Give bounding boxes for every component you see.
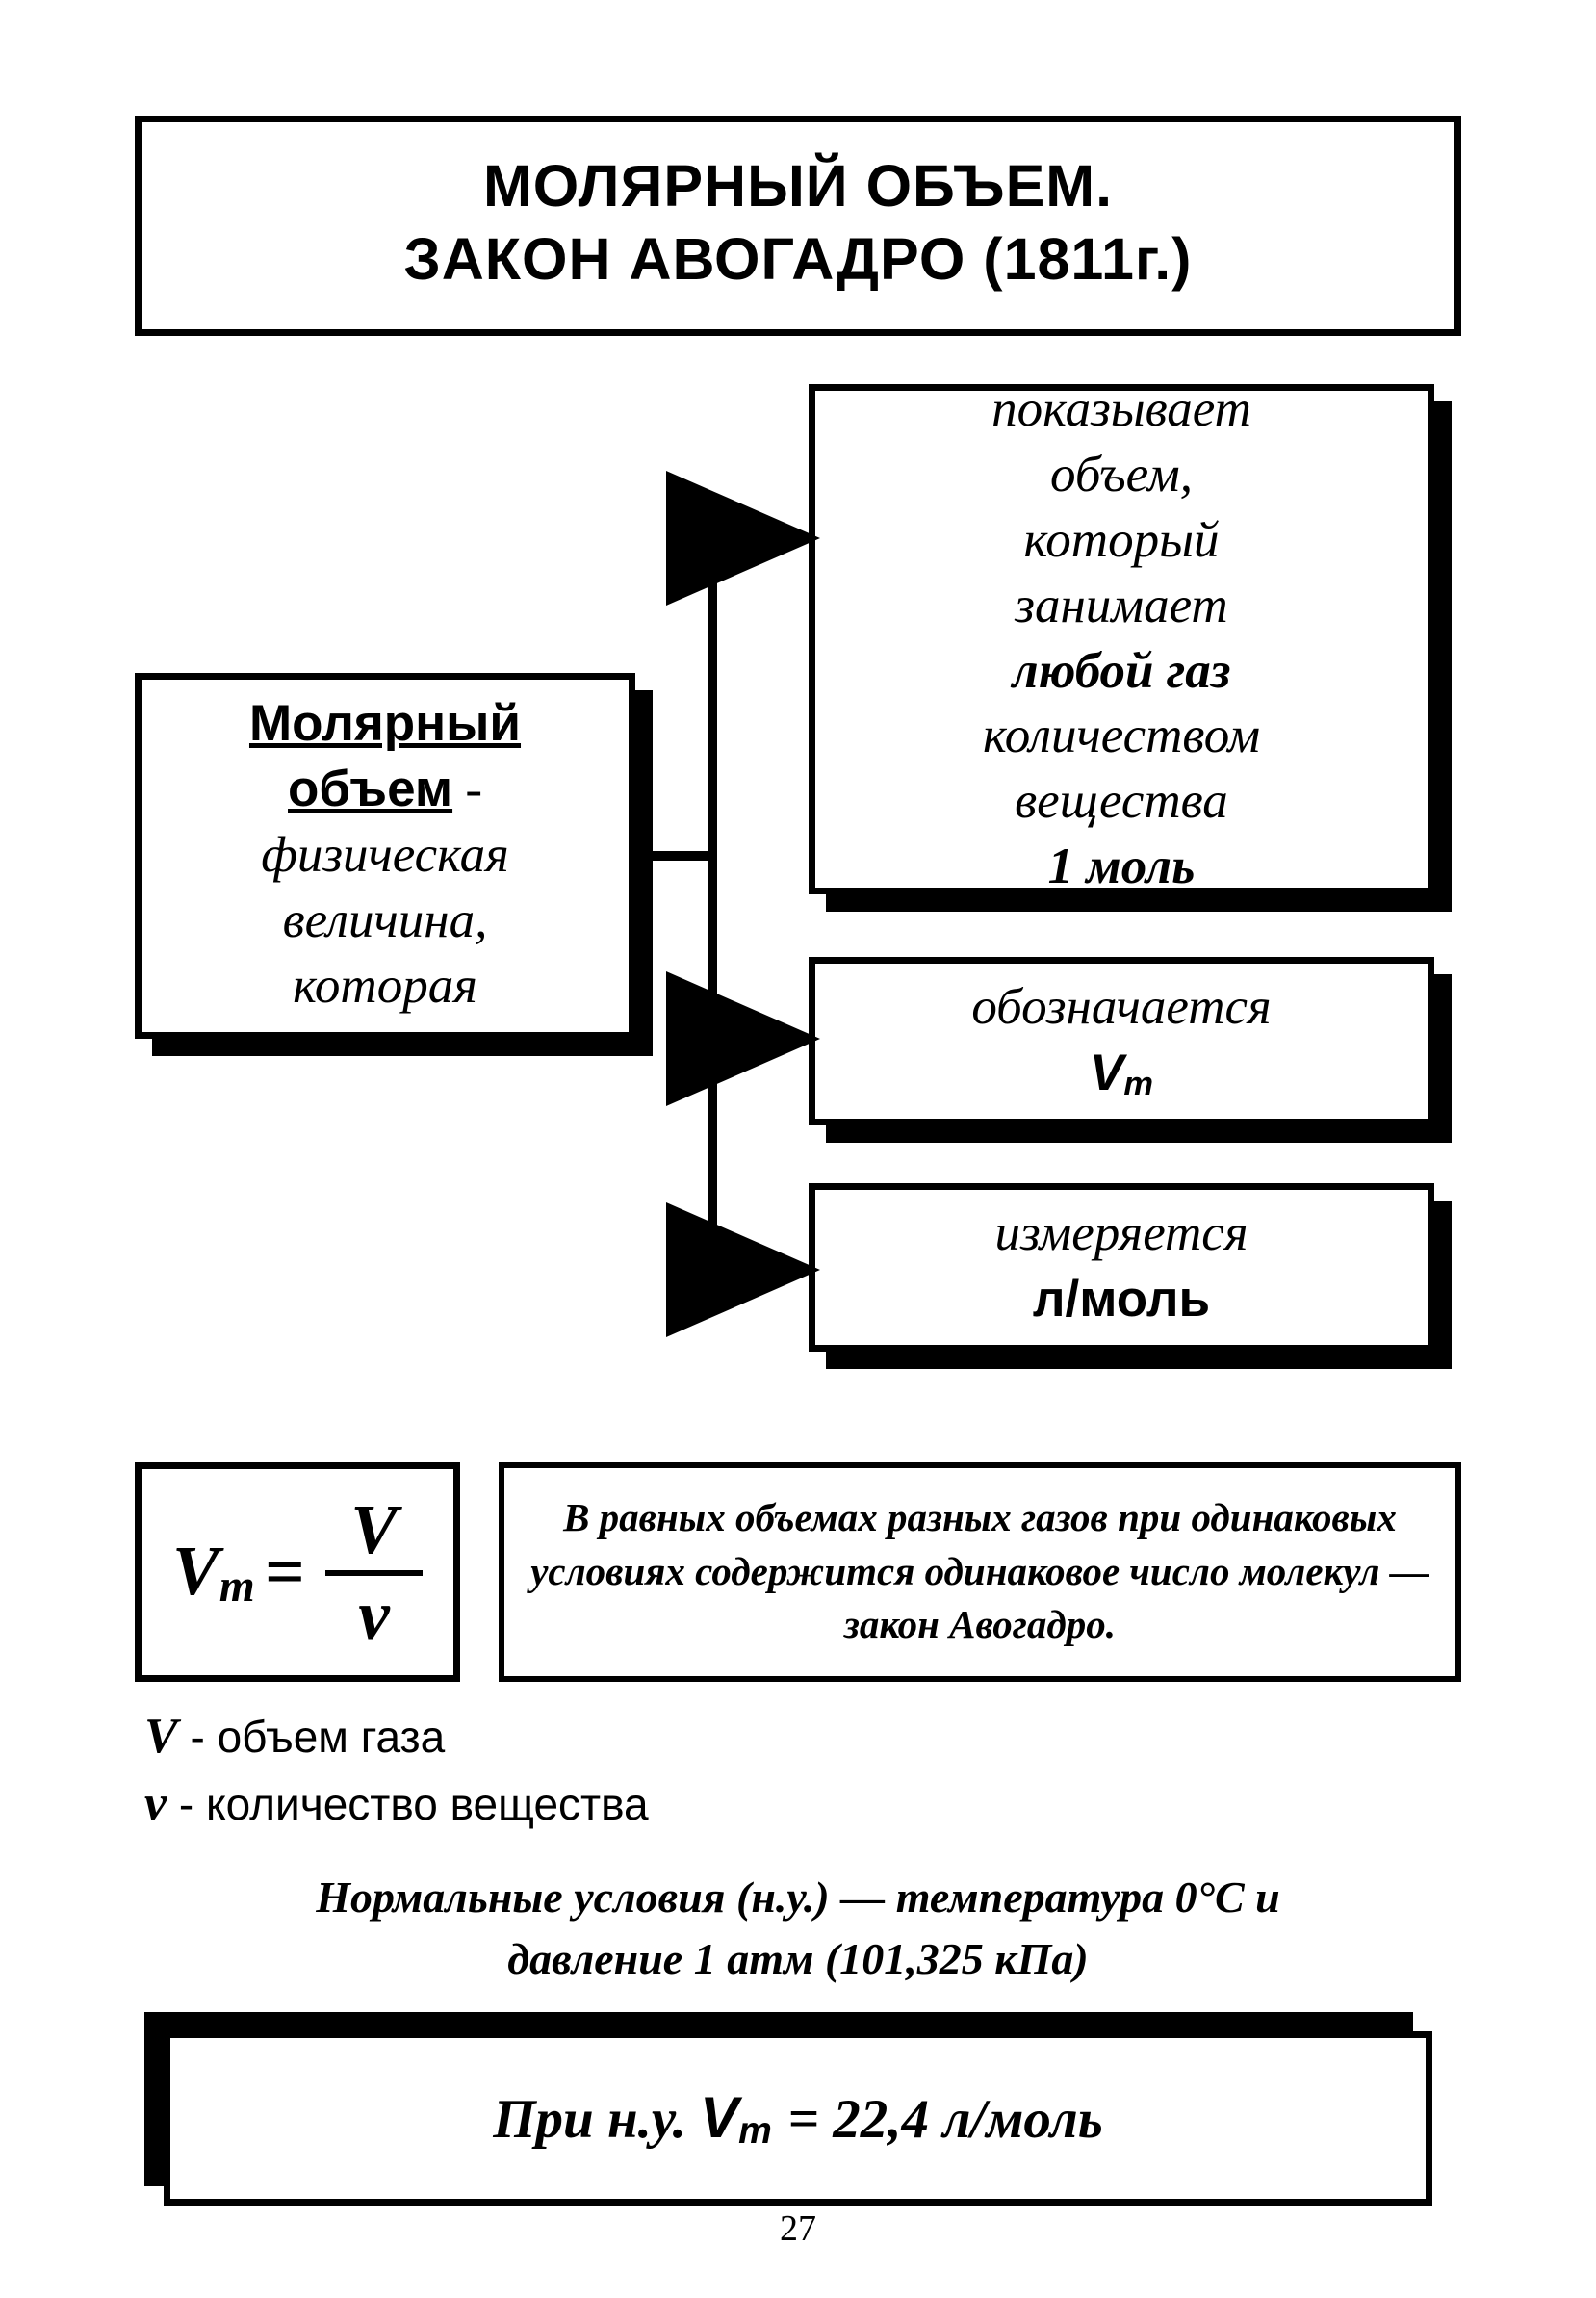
final-pre: При н.у. — [493, 2089, 700, 2150]
r2-l1: обозначается — [837, 975, 1406, 1041]
r3-l1: измеряется — [837, 1201, 1406, 1267]
legend-nu: ν - количество вещества — [144, 1770, 1461, 1838]
r1-l2: объем, — [837, 443, 1406, 508]
cond-l1: Нормальные условия (н.у.) — температура … — [135, 1867, 1461, 1928]
formula-eq: = — [265, 1532, 305, 1613]
avogadro-law-box: В равных объемах разных газов при одинак… — [499, 1462, 1461, 1682]
def-dash: - — [452, 762, 482, 817]
legend-v: V - объем газа — [144, 1703, 1461, 1770]
normal-conditions-text: Нормальные условия (н.у.) — температура … — [135, 1867, 1461, 1991]
def-sub-1: физическая — [163, 823, 607, 889]
def-head-2: объем — [288, 761, 452, 817]
r1-b1: любой газ — [837, 639, 1406, 705]
title-box: МОЛЯРНЫЙ ОБЪЕМ. ЗАКОН АВОГАДРО (1811г.) — [135, 116, 1461, 336]
page-number: 27 — [0, 2208, 1596, 2250]
formula-row: Vm = V ν В равных объемах разных газов п… — [135, 1462, 1461, 1682]
flow-diagram: Молярный объем - физическая величина, ко… — [135, 384, 1461, 1424]
definition-box: Молярный объем - физическая величина, ко… — [135, 673, 635, 1039]
r2-symbol: Vm — [837, 1041, 1406, 1106]
r1-l5: количеством — [837, 704, 1406, 769]
final-vm: Vm — [700, 2085, 787, 2150]
title-line-1: МОЛЯРНЫЙ ОБЪЕМ. — [161, 149, 1435, 222]
formula-box: Vm = V ν — [135, 1462, 460, 1682]
cond-l2: давление 1 атм (101,325 кПа) — [135, 1928, 1461, 1990]
symbol-box: обозначается Vm — [809, 957, 1434, 1125]
r3-b: л/моль — [837, 1267, 1406, 1332]
r1-l3: который — [837, 508, 1406, 574]
molar-volume-value-box: При н.у. Vm = 22,4 л/моль — [164, 2031, 1432, 2206]
meaning-box: показывает объем, который занимает любой… — [809, 384, 1434, 894]
r1-b2: 1 моль — [837, 835, 1406, 900]
legend: V - объем газа ν - количество вещества — [135, 1703, 1461, 1838]
formula-fraction: V ν — [325, 1494, 423, 1650]
formula-vm: Vm — [172, 1531, 255, 1613]
title-line-2: ЗАКОН АВОГАДРО (1811г.) — [161, 222, 1435, 296]
law-text: В равных объемах разных газов при одинак… — [529, 1491, 1430, 1651]
unit-box: измеряется л/моль — [809, 1183, 1434, 1352]
frac-bot: ν — [333, 1576, 414, 1650]
r1-l6: вещества — [837, 769, 1406, 835]
def-sub-3: которая — [163, 954, 607, 1020]
final-rest: = 22,4 л/моль — [788, 2089, 1103, 2150]
frac-top: V — [325, 1494, 423, 1576]
def-head-1: Молярный — [249, 695, 521, 752]
r1-l4: занимает — [837, 574, 1406, 639]
r1-l1: показывает — [837, 377, 1406, 443]
def-sub-2: величина, — [163, 889, 607, 954]
